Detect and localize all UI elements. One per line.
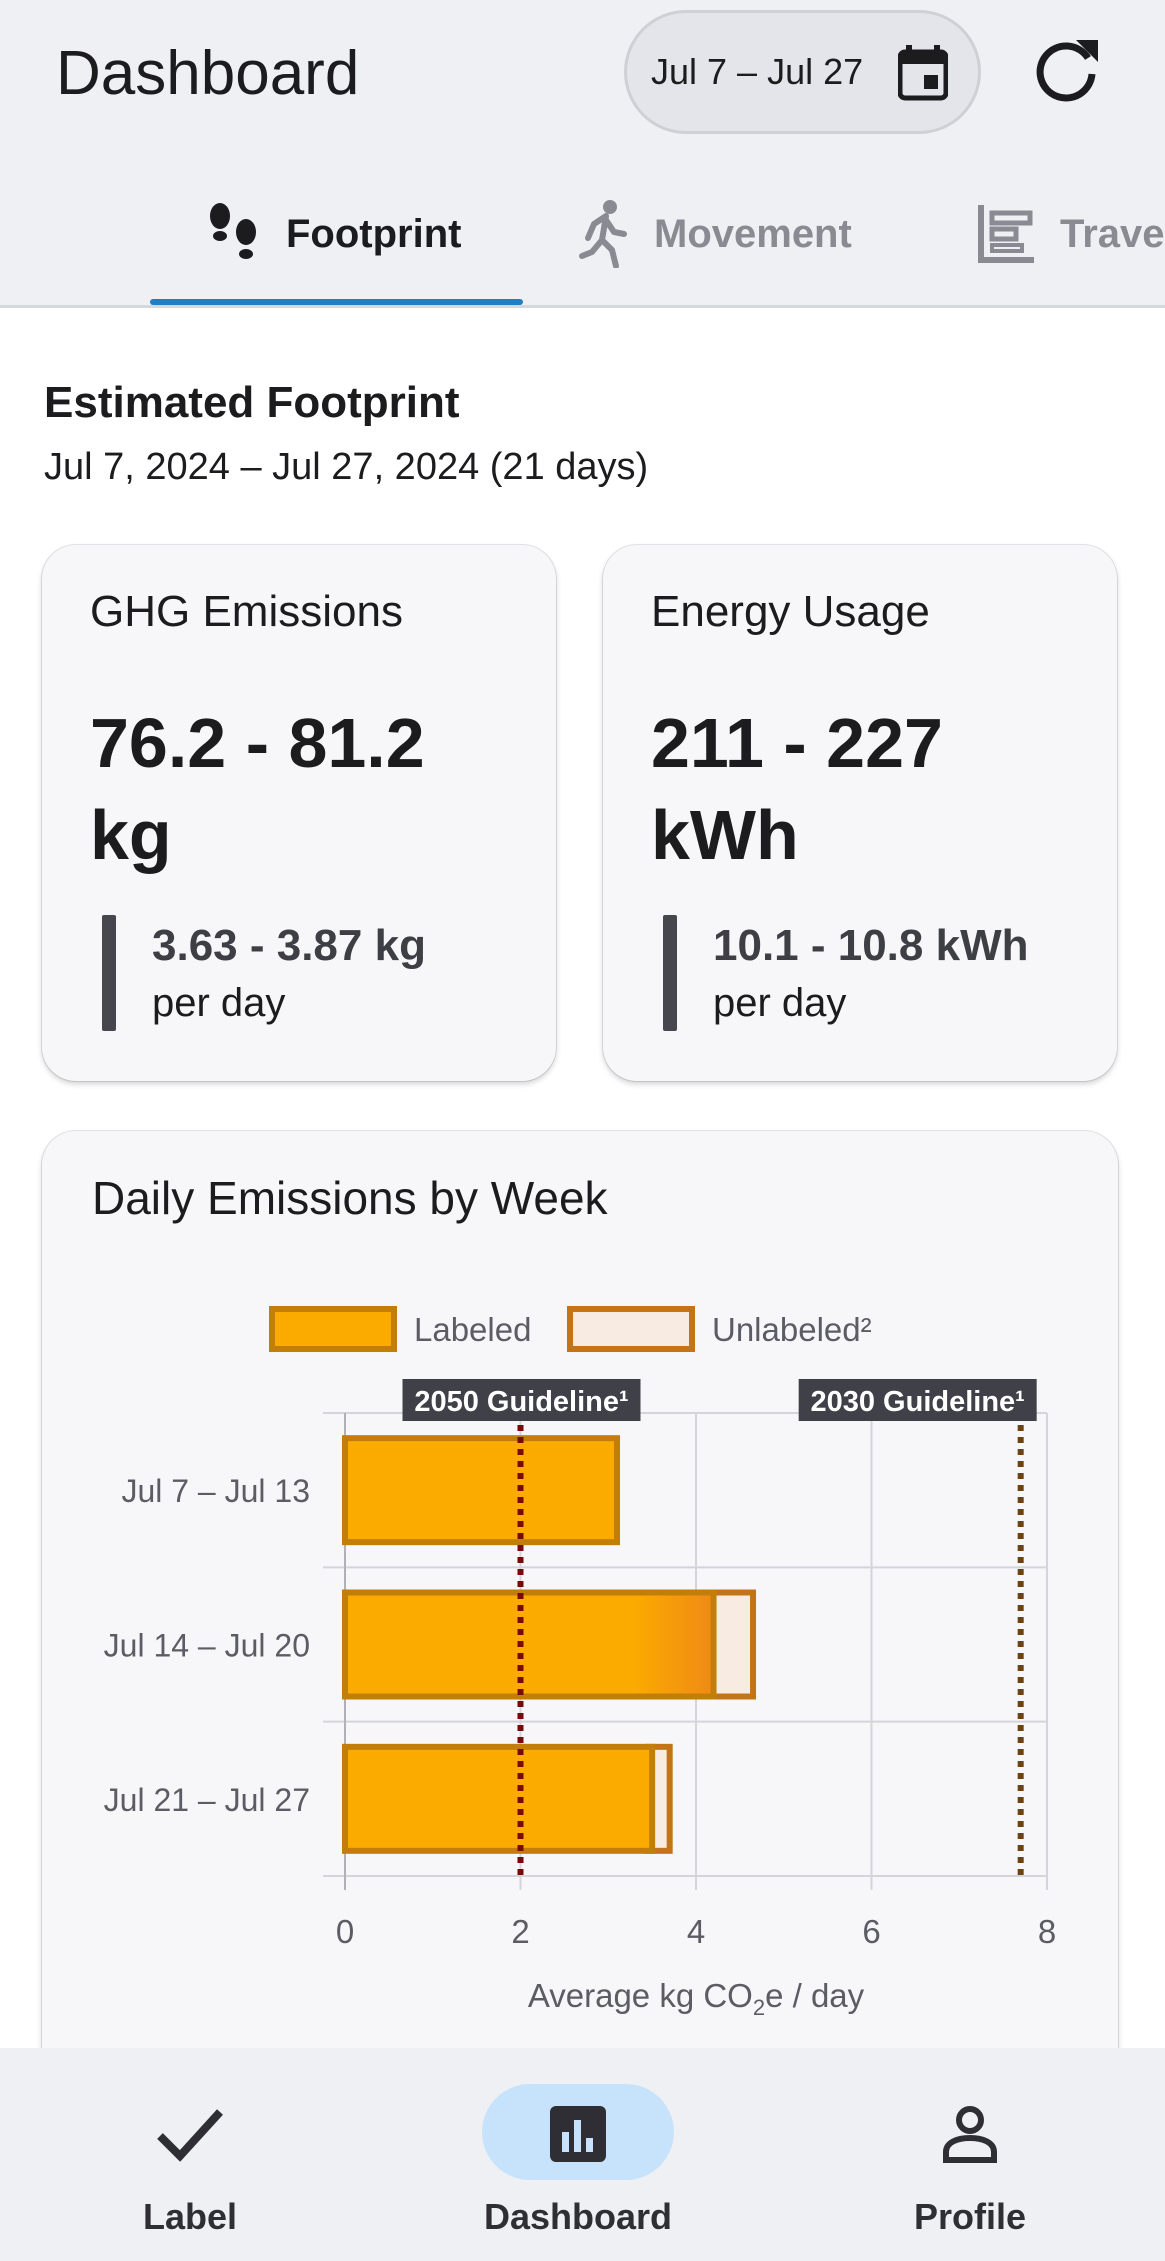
- emissions-chart: Labeled Unlabeled² 0 2 4 6 8 Jul 7 – Jul 13 Jul …: [104, 1306, 1056, 2020]
- energy-card-title: Energy Usage: [651, 587, 930, 636]
- ghg-per-day-accent: [102, 915, 116, 1031]
- nav-profile-text: Profile: [913, 2196, 1027, 2237]
- ghg-value-range: 76.2 - 81.2: [90, 704, 425, 782]
- active-tab-indicator: [150, 299, 523, 305]
- chart-title: Daily Emissions by Week: [92, 1172, 608, 1224]
- legend-labeled-label: Labeled: [414, 1311, 531, 1348]
- tab-travel[interactable]: Travel: [976, 160, 1165, 305]
- nav-dashboard-text: Dashboard: [483, 2196, 673, 2237]
- refresh-icon[interactable]: [1032, 36, 1102, 106]
- ghg-per-day-value: 3.63 - 3.87 kg: [152, 921, 426, 970]
- x-tick-label: 8: [1038, 1913, 1056, 1950]
- x-tick-label: 2: [511, 1913, 529, 1950]
- legend-unlabeled-label: Unlabeled²: [712, 1311, 872, 1348]
- guideline-label-bg: [798, 1379, 1037, 1421]
- y-tick-label: Jul 21 – Jul 27: [104, 1782, 310, 1818]
- bar-chart-icon: [550, 2106, 606, 2162]
- bottom-navigation: Label Dashboard Profile: [0, 2048, 1165, 2261]
- tab-footprint[interactable]: Footprint: [206, 160, 462, 305]
- legend-unlabeled-swatch: [567, 1306, 695, 1352]
- daily-emissions-card: Daily Emissions by Week Labeled Unlabeled…: [42, 1131, 1118, 2131]
- ghg-per-day-label: per day: [152, 981, 286, 1025]
- date-range-label: Jul 7 – Jul 27: [651, 51, 864, 92]
- nav-label[interactable]: Label: [40, 2048, 340, 2261]
- ghg-total-value: 76.2 - 81.2 kg: [90, 697, 425, 881]
- energy-usage-card: Energy Usage 211 - 227 kWh 10.1 - 10.8 k…: [603, 545, 1117, 1081]
- energy-per-day-accent: [663, 915, 677, 1031]
- person-icon: [943, 2106, 997, 2163]
- x-tick-label: 4: [687, 1913, 705, 1950]
- check-icon: [157, 2109, 223, 2162]
- tab-bar: Footprint Movement Travel: [0, 160, 1165, 308]
- nav-label-text: Label: [142, 2196, 238, 2237]
- bar-labeled: [342, 1743, 656, 1854]
- energy-per-day-value: 10.1 - 10.8 kWh: [713, 921, 1029, 970]
- footprints-icon: [210, 203, 256, 259]
- ghg-card-title: GHG Emissions: [90, 587, 403, 636]
- energy-total-value: 211 - 227 kWh: [651, 697, 943, 881]
- tab-movement-label: Movement: [654, 211, 852, 256]
- energy-value-range: 211 - 227: [651, 704, 943, 782]
- page-title: Dashboard: [56, 39, 360, 108]
- x-tick-label: 6: [862, 1913, 880, 1950]
- calendar-icon: [898, 45, 948, 101]
- ghg-emissions-card: GHG Emissions 76.2 - 81.2 kg 3.63 - 3.87…: [42, 545, 556, 1081]
- bar-labeled: [342, 1589, 717, 1700]
- nav-profile[interactable]: Profile: [820, 2048, 1120, 2261]
- guideline-label-bg: [402, 1379, 641, 1421]
- guideline-label: 2030 Guideline¹: [810, 1386, 1024, 1418]
- energy-per-day-label: per day: [713, 981, 847, 1025]
- footprint-date-range: Jul 7, 2024 – Jul 27, 2024 (21 days): [44, 446, 649, 488]
- tab-footprint-label: Footprint: [286, 211, 462, 256]
- walking-icon: [579, 200, 627, 268]
- footprint-title: Estimated Footprint: [44, 378, 460, 427]
- y-tick-label: Jul 14 – Jul 20: [104, 1628, 310, 1664]
- tab-travel-label: Travel: [1060, 211, 1165, 256]
- x-axis-label: Average kg CO2e / day: [528, 1977, 865, 2020]
- x-tick-label: 0: [336, 1913, 354, 1950]
- app-header: Dashboard Jul 7 – Jul 27: [0, 0, 1165, 160]
- timeline-icon: [978, 205, 1034, 263]
- guideline-label: 2050 Guideline¹: [414, 1386, 628, 1418]
- bar-unlabeled: [706, 1589, 757, 1700]
- energy-value-unit: kWh: [651, 796, 799, 874]
- nav-dashboard[interactable]: Dashboard: [428, 2048, 728, 2261]
- legend-labeled-swatch: [269, 1306, 397, 1352]
- ghg-value-unit: kg: [90, 796, 172, 874]
- bar-labeled: [342, 1435, 621, 1546]
- date-range-button[interactable]: Jul 7 – Jul 27: [624, 10, 981, 134]
- tab-movement[interactable]: Movement: [578, 160, 852, 305]
- y-tick-label: Jul 7 – Jul 13: [121, 1473, 310, 1509]
